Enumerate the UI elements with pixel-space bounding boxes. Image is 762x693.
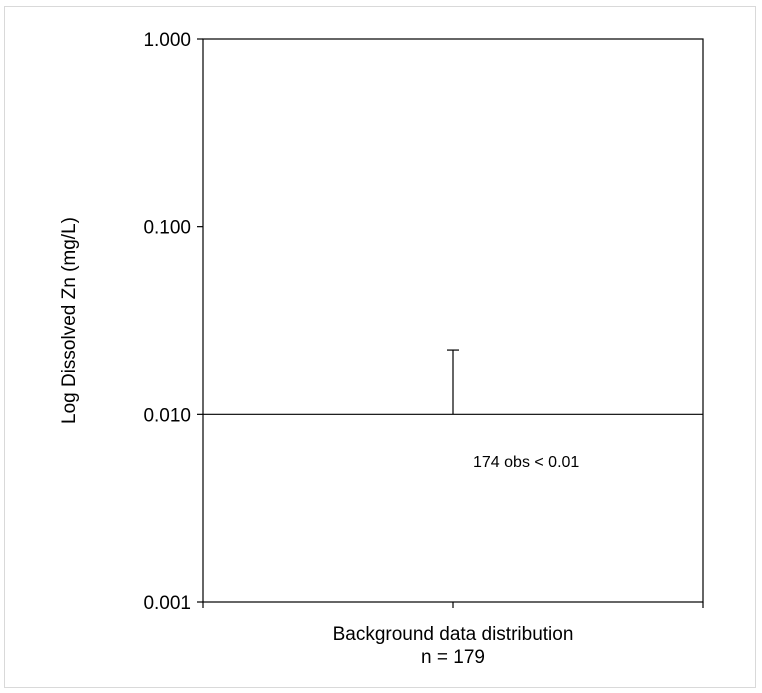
y-axis-title: Log Dissolved Zn (mg/L)	[59, 217, 80, 424]
x-axis-ticks	[202, 602, 704, 608]
chart-frame	[4, 6, 756, 688]
y-tick-label: 1.000	[143, 30, 191, 51]
plot-border	[202, 38, 704, 603]
y-axis-ticks: 1.000 0.100 0.010 0.001	[143, 30, 203, 614]
box-marks	[203, 349, 703, 415]
category-sample-size: n = 179	[421, 647, 485, 668]
y-tick-label: 0.100	[143, 218, 191, 239]
plot-area	[202, 38, 704, 603]
y-tick-label: 0.010	[143, 405, 191, 426]
category-label: Background data distribution	[333, 624, 574, 645]
below-detection-annotation: 174 obs < 0.01	[473, 454, 579, 471]
y-tick-label: 0.001	[143, 593, 191, 614]
